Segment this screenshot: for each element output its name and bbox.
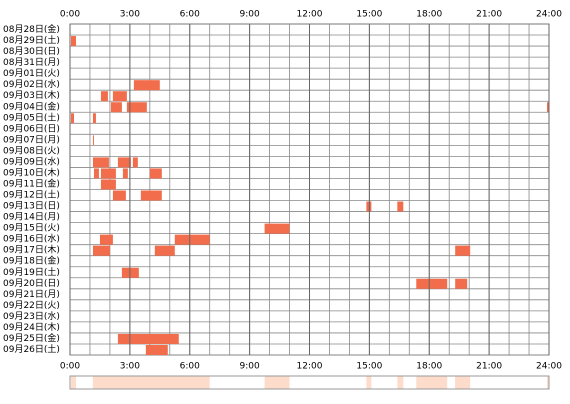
row-label: 09月21日(月) (3, 289, 60, 300)
summary-segment (397, 376, 404, 389)
summary-segment (264, 376, 290, 389)
summary-segment (455, 376, 468, 389)
x-tick-label: 21:00 (476, 10, 502, 20)
segment (92, 135, 94, 146)
segment (117, 333, 179, 344)
segment (264, 223, 290, 234)
x-tick-label: 24:00 (536, 362, 562, 372)
x-tick-label: 6:00 (180, 362, 200, 372)
row-label: 09月09日(水) (3, 155, 60, 167)
x-tick-label: 0:00 (60, 362, 80, 372)
x-tick-label: 3:00 (120, 10, 140, 20)
segment (140, 190, 162, 201)
row-label: 09月18日(金) (3, 255, 60, 267)
segment (100, 168, 116, 179)
row-label: 09月16日(水) (3, 233, 60, 245)
row-label: 09月02日(水) (3, 78, 60, 90)
segment (149, 168, 162, 179)
segment (112, 91, 127, 102)
x-tick-label: 21:00 (476, 362, 502, 372)
row-label: 09月20日(日) (3, 278, 60, 289)
segment (117, 157, 131, 168)
segment (112, 190, 126, 201)
row-label: 09月03日(木) (3, 89, 60, 101)
segment (122, 168, 128, 179)
x-tick-label: 24:00 (536, 10, 562, 20)
segment (455, 245, 471, 256)
x-tick-label: 6:00 (180, 10, 200, 20)
row-label: 09月19日(土) (3, 266, 60, 278)
row-label: 09月13日(日) (3, 201, 60, 212)
segment (154, 245, 175, 256)
row-label: 09月26日(土) (3, 343, 60, 355)
segment (416, 278, 448, 289)
segment (397, 201, 404, 212)
row-label: 09月23日(水) (3, 310, 60, 322)
x-tick-label: 18:00 (416, 10, 442, 20)
row-label: 09月24日(木) (3, 321, 60, 333)
segment (455, 278, 468, 289)
segment (93, 168, 99, 179)
segment (132, 157, 138, 168)
segment (70, 36, 76, 47)
row-label: 08月30日(日) (3, 46, 60, 57)
x-tick-label: 15:00 (356, 10, 382, 20)
segment (110, 102, 122, 113)
row-label: 08月31日(月) (3, 57, 60, 68)
summary-segment (145, 376, 168, 389)
row-label: 09月22日(火) (3, 300, 60, 311)
row-label: 09月25日(金) (3, 332, 60, 344)
row-label: 08月28日(金) (3, 23, 60, 35)
row-label: 09月10日(木) (3, 166, 60, 178)
segment (70, 113, 74, 124)
segment (92, 113, 96, 124)
summary-segment (366, 376, 372, 389)
row-label: 09月11日(金) (3, 177, 60, 189)
summary-segment (547, 376, 549, 389)
x-tick-label: 3:00 (120, 362, 140, 372)
segment (133, 80, 160, 91)
summary-segment (70, 376, 74, 389)
row-label: 08月29日(土) (3, 34, 60, 46)
summary-segment (416, 376, 448, 389)
x-tick-label: 15:00 (356, 362, 382, 372)
segment (92, 157, 109, 168)
row-label: 09月01日(火) (3, 68, 60, 79)
row-label: 09月08日(火) (3, 145, 60, 156)
segment (174, 234, 210, 245)
x-tick-label: 12:00 (297, 362, 323, 372)
x-tick-label: 0:00 (60, 10, 80, 20)
segment (145, 344, 168, 355)
summary-segment (174, 376, 210, 389)
x-tick-label: 9:00 (240, 362, 260, 372)
row-label: 09月07日(月) (3, 134, 60, 145)
row-label: 09月12日(土) (3, 189, 60, 201)
summary-segment (92, 376, 110, 389)
segment (126, 102, 147, 113)
summary-frame (69, 375, 550, 390)
row-label: 09月17日(木) (3, 244, 60, 256)
row-label: 09月15日(火) (3, 223, 60, 234)
row-label: 09月06日(日) (3, 123, 60, 134)
x-tick-label: 18:00 (416, 362, 442, 372)
row-label: 09月05日(土) (3, 111, 60, 123)
segment (100, 91, 108, 102)
segment (99, 234, 113, 245)
row-label: 09月04日(金) (3, 100, 60, 112)
segment (100, 179, 116, 190)
x-tick-label: 12:00 (297, 10, 323, 20)
segment (547, 102, 549, 113)
x-tick-label: 9:00 (240, 10, 260, 20)
segment (92, 245, 110, 256)
row-label: 09月14日(月) (3, 212, 60, 223)
